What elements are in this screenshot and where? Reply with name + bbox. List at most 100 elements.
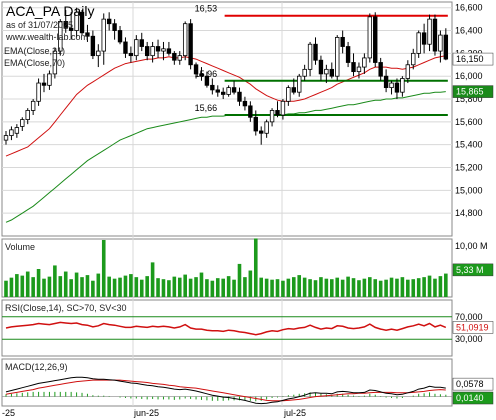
candle-body	[220, 91, 226, 95]
x-tick-label: jun-25	[133, 408, 159, 418]
candle-body	[394, 82, 400, 93]
ema70-last-badge: 15,865	[456, 87, 484, 97]
volume-bar	[36, 269, 41, 297]
volume-bar	[427, 275, 432, 297]
candle-body	[248, 105, 253, 118]
candle-body	[117, 30, 123, 43]
ema21-line	[5, 55, 446, 157]
candle-body	[25, 110, 30, 120]
macd-last-badge: 0,0578	[456, 379, 484, 389]
price-y-tick-label: 15,200	[455, 163, 483, 173]
price-y-tick-label: 15,000	[455, 185, 483, 195]
price-y-tick-label: 16,400	[455, 26, 483, 36]
candle-body	[286, 87, 291, 102]
candle-body	[373, 16, 378, 63]
candle-body	[427, 18, 432, 45]
candle-body	[47, 73, 52, 86]
candle-body	[280, 100, 286, 116]
volume-bar	[319, 277, 323, 297]
volume-last-badge: 5,33 M	[456, 265, 484, 275]
candle-body	[269, 110, 275, 123]
volume-bar	[232, 279, 236, 297]
candle-body	[340, 36, 345, 47]
rsi-y-tick-label: 30,000	[455, 334, 483, 344]
volume-y-tick-label: 10,00 M	[455, 241, 488, 251]
candle-body	[106, 18, 112, 25]
macd-last-badge-box	[452, 377, 494, 391]
candle-body	[345, 46, 351, 63]
candle-body	[242, 100, 248, 107]
candle-body	[63, 21, 68, 29]
candle-body	[182, 23, 188, 57]
volume-bar	[335, 277, 340, 297]
volume-bar	[101, 239, 106, 297]
volume-bar	[194, 277, 198, 297]
volume-bar	[210, 280, 215, 297]
rsi-y-tick-label: 70,000	[455, 312, 483, 322]
candle-body	[231, 87, 237, 93]
volume-bar	[91, 280, 95, 297]
candle-body	[302, 68, 307, 77]
macd-label: MACD(12,26,9)	[5, 362, 68, 372]
price-candles	[3, 7, 449, 145]
last-close-badge-box	[452, 52, 494, 66]
volume-bar	[123, 275, 128, 297]
candle-body	[20, 119, 25, 127]
volume-bar	[15, 274, 19, 297]
volume-bar	[156, 278, 160, 297]
level-label: 16,53	[195, 4, 218, 14]
candle-body	[411, 52, 416, 66]
candle-body	[307, 43, 313, 70]
candle-body	[215, 89, 220, 93]
volume-bar	[161, 279, 166, 297]
signal-last-badge: 0,0140	[456, 393, 484, 403]
candle-body	[443, 34, 449, 60]
candle-body	[313, 43, 318, 61]
volume-bar	[340, 279, 345, 297]
candle-body	[112, 23, 117, 31]
candle-body	[259, 130, 264, 134]
candle-body	[275, 110, 280, 116]
volume-bar	[74, 272, 79, 297]
signal-last-badge-box	[452, 391, 494, 405]
candle-body	[79, 11, 85, 34]
candle-body	[204, 75, 210, 86]
volume-bar	[324, 278, 329, 297]
candle-body	[68, 27, 74, 31]
volume-bar	[129, 274, 133, 297]
volume-bar	[270, 279, 274, 297]
volume-label: Volume	[5, 242, 35, 252]
volume-bar	[416, 278, 421, 297]
candle-body	[421, 32, 427, 45]
candle-body	[90, 35, 96, 57]
volume-bar	[150, 262, 155, 297]
volume-bar	[243, 277, 247, 297]
volume-bar	[297, 275, 302, 297]
volume-bar	[308, 279, 312, 297]
candle-body	[226, 87, 231, 95]
candle-body	[41, 82, 47, 86]
volume-bar	[313, 280, 318, 297]
candle-body	[30, 100, 36, 111]
volume-bar	[226, 276, 231, 297]
candle-body	[383, 75, 389, 89]
volume-bar	[259, 277, 264, 297]
x-tick-label: jul-25	[283, 408, 306, 418]
candle-body	[172, 52, 177, 61]
volume-bar	[20, 275, 25, 297]
volume-bar	[221, 278, 225, 297]
price-y-tick-label: 16,600	[455, 3, 483, 13]
candle-body	[378, 62, 383, 77]
level-label: 15,96	[195, 69, 218, 79]
candle-body	[318, 59, 324, 75]
volume-bar	[357, 280, 361, 297]
volume-bar	[330, 279, 334, 297]
candle-body	[335, 36, 340, 77]
candle-body	[139, 39, 144, 47]
support-resistance-lines: 16,53 15,96 15,66	[195, 4, 448, 117]
candle-body	[264, 121, 269, 134]
candle-body	[128, 52, 134, 57]
candle-body	[58, 21, 63, 52]
candle-body	[101, 18, 106, 52]
